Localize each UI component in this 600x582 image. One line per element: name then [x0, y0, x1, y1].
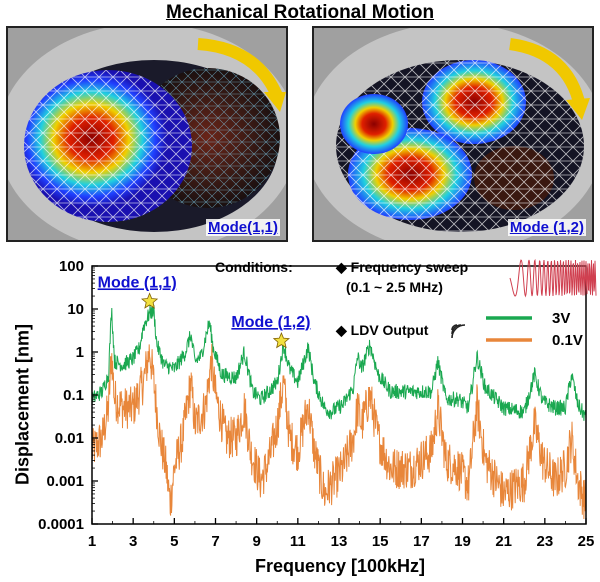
mode-1-2-label: Mode (1,2)	[507, 219, 586, 236]
x-tick-label: 13	[331, 533, 348, 550]
conditions-range: (0.1 ~ 2.5 MHz)	[346, 279, 443, 295]
x-tick-label: 1	[88, 533, 96, 550]
y-tick-label: 0.0001	[38, 516, 84, 533]
conditions-ldv: ◆ LDV Output	[335, 322, 429, 338]
x-tick-label: 21	[495, 533, 512, 550]
mode-1-2-image	[314, 28, 592, 240]
legend-label: 0.1V	[552, 332, 583, 349]
figure-title: Mechanical Rotational Motion	[165, 2, 435, 23]
x-axis-label: Frequency [100kHz]	[254, 556, 426, 576]
x-tick-label: 3	[129, 533, 137, 550]
sweep-waveform-icon	[509, 258, 597, 298]
ldv-signal-icon	[451, 324, 466, 339]
x-tick-label: 23	[536, 533, 553, 550]
y-tick-label: 1	[76, 344, 84, 361]
conditions-sweep: ◆ Frequency sweep	[335, 259, 468, 275]
mode-1-1-label: Mode(1,1)	[205, 219, 280, 236]
resonance-star-marker	[141, 292, 159, 309]
series-line-01V	[91, 343, 587, 520]
x-tick-label: 17	[413, 533, 430, 550]
mode-annotation-label: Mode (1,2)	[231, 314, 310, 331]
x-tick-label: 11	[290, 533, 306, 550]
series-line-3V	[91, 304, 587, 421]
conditions-label: Conditions:	[215, 259, 293, 275]
resonance-star-marker	[272, 331, 290, 349]
x-tick-label: 15	[372, 533, 389, 550]
y-tick-label: 0.001	[46, 473, 84, 490]
x-tick-label: 7	[211, 533, 219, 550]
mode-1-1-panel: Mode(1,1)	[6, 26, 288, 242]
y-tick-label: 100	[59, 258, 84, 275]
y-tick-label: 10	[67, 301, 84, 318]
mode-annotation-label: Mode (1,1)	[98, 274, 177, 291]
x-tick-label: 5	[170, 533, 178, 550]
x-tick-label: 25	[578, 533, 595, 550]
y-axis-label: Displacement [nm]	[12, 323, 33, 486]
mode-1-2-panel: Mode (1,2)	[312, 26, 594, 242]
y-tick-label: 0.01	[55, 430, 84, 447]
legend-label: 3V	[552, 310, 570, 327]
x-tick-label: 19	[454, 533, 471, 550]
x-tick-label: 9	[252, 533, 260, 550]
y-tick-label: 0.1	[63, 387, 84, 404]
mode-1-1-image	[8, 28, 286, 240]
